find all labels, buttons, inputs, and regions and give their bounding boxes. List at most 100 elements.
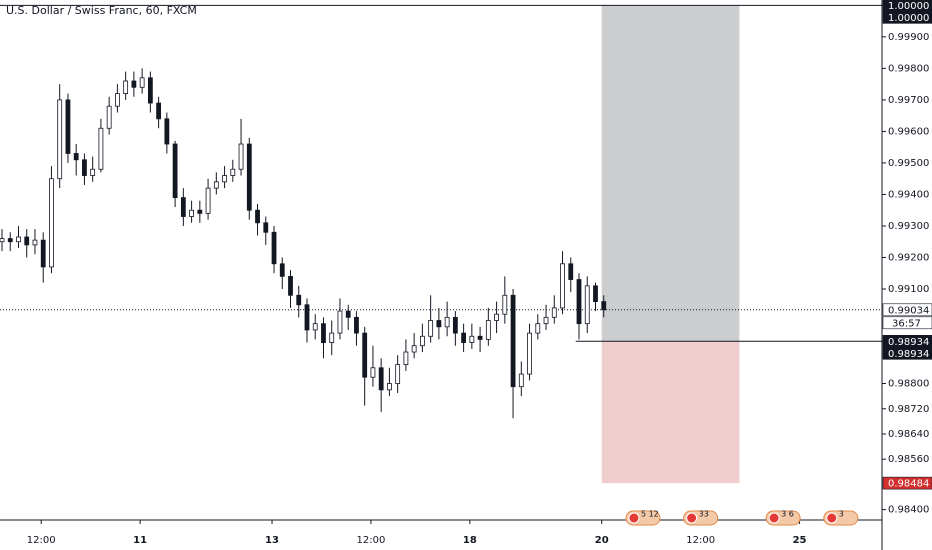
candle-body: [131, 80, 137, 88]
candle-body: [543, 316, 549, 325]
price-tag-label: 0.98934: [888, 349, 929, 360]
x-tick-label: 18: [463, 535, 477, 546]
candle-body: [469, 335, 475, 343]
candle-body: [428, 320, 434, 337]
candle-body: [494, 313, 499, 321]
price-tag-label: 1.00000: [888, 13, 929, 24]
candle-body: [345, 310, 351, 318]
x-tick-label: 12:00: [27, 535, 56, 546]
event-flag: [686, 512, 698, 524]
candle-body: [387, 383, 392, 391]
y-tick-label: 0.99700: [888, 95, 929, 106]
candle-body: [147, 77, 153, 104]
x-tick-label: 12:00: [686, 535, 715, 546]
candle-body: [370, 367, 376, 378]
candle-body: [0, 238, 5, 243]
x-tick-label: 12:00: [357, 535, 386, 546]
candle-body: [180, 197, 186, 217]
y-tick-label: 0.99400: [888, 189, 929, 200]
candle-body: [7, 238, 13, 243]
candle-body: [444, 316, 450, 328]
event-label: 5 12: [641, 510, 659, 519]
price-tag: [882, 476, 932, 490]
candle-body: [222, 175, 227, 183]
x-tick-label: 13: [265, 535, 279, 546]
x-tick-label: 20: [595, 535, 609, 546]
candle-body: [40, 239, 46, 268]
candle-body: [271, 231, 277, 265]
event-label: 3 6: [781, 510, 794, 519]
candle-body: [568, 263, 574, 280]
candle-body: [584, 285, 590, 325]
candle-body: [106, 105, 112, 129]
y-tick-label: 0.99800: [888, 63, 929, 74]
candle-body: [395, 364, 401, 384]
y-tick-label: 0.98640: [888, 429, 929, 440]
candle-body: [172, 143, 178, 199]
candle-body: [354, 316, 359, 334]
price-tag-label: 0.99034: [888, 305, 929, 316]
x-tick-label: 11: [133, 535, 147, 546]
candle-body: [452, 316, 458, 334]
candle-body: [246, 143, 252, 211]
candle-body: [32, 239, 38, 246]
candle-body: [73, 153, 79, 161]
candle-body: [189, 209, 194, 217]
candle-body: [115, 93, 120, 107]
price-tag: [882, 303, 932, 317]
candle-body: [461, 332, 467, 343]
candle-body: [156, 102, 162, 120]
candle-body: [205, 187, 211, 214]
candle-body: [197, 209, 203, 214]
candle-body: [24, 236, 30, 246]
candle-body: [485, 320, 491, 340]
event-flag: [628, 512, 640, 524]
candle-body: [16, 236, 21, 243]
x-tick-label: 25: [793, 535, 807, 546]
candle-body: [312, 323, 318, 331]
target-zone: [601, 5, 740, 342]
event-label: 3: [839, 510, 844, 519]
price-tag: [882, 347, 932, 360]
candle-body: [527, 332, 532, 375]
candle-body: [279, 263, 285, 277]
candle-body: [82, 159, 87, 176]
candle-body: [362, 332, 368, 378]
y-tick-label: 0.98720: [888, 404, 929, 415]
candle-body: [436, 320, 442, 328]
y-tick-label: 0.99600: [888, 126, 929, 137]
candle-body: [296, 294, 302, 306]
candle-body: [411, 345, 417, 353]
y-tick-label: 0.99200: [888, 252, 929, 263]
candle-body: [510, 294, 516, 388]
candle-body: [164, 118, 170, 145]
candle-body: [403, 351, 409, 366]
candle-body: [502, 294, 508, 315]
candle-body: [255, 209, 260, 224]
candle-body: [288, 275, 293, 296]
price-tag: [882, 11, 932, 24]
candle-body: [593, 285, 598, 303]
candle-body: [238, 143, 244, 170]
y-tick-label: 0.98400: [888, 505, 929, 516]
candle-body: [560, 263, 565, 309]
countdown: 36:57: [892, 318, 921, 329]
y-tick-label: 0.98800: [888, 379, 929, 390]
candle-body: [321, 323, 326, 343]
price-tag-label: 1.00000: [888, 1, 929, 12]
candle-body: [230, 168, 236, 176]
candle-body: [329, 332, 335, 343]
candle-body: [576, 279, 582, 325]
y-tick-label: 0.99500: [888, 158, 929, 169]
stop-zone: [601, 341, 740, 484]
chart-title: U.S. Dollar / Swiss Franc, 60, FXCM: [6, 4, 197, 17]
candle-body: [139, 77, 145, 88]
candle-body: [57, 99, 63, 180]
countdown-box: [882, 316, 932, 330]
candle-body: [518, 373, 524, 388]
candle-body: [90, 168, 96, 176]
candle-body: [98, 127, 104, 170]
candle-body: [419, 335, 425, 347]
